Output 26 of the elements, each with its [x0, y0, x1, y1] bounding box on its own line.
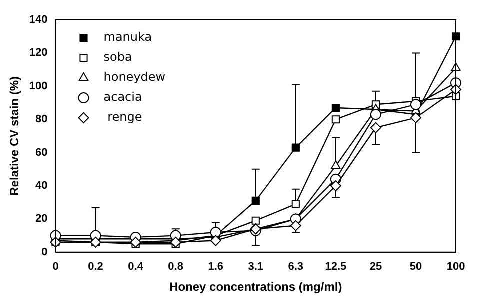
y-tick-label: 0	[42, 246, 48, 258]
x-tick-label: 50	[410, 261, 422, 274]
y-tick-label: 120	[29, 47, 48, 60]
x-tick-label: 3.1	[248, 261, 264, 274]
y-axis-title: Relative CV stain (%)	[8, 76, 22, 196]
x-tick-label: 12.5	[325, 261, 347, 274]
legend-label: acacia	[104, 90, 142, 104]
y-tick-label: 20	[36, 213, 48, 226]
x-tick-label: 1.6	[208, 261, 224, 274]
x-tick-label: 0.4	[128, 261, 144, 274]
y-tick-label: 80	[36, 114, 48, 126]
y-tick-label: 100	[29, 80, 48, 92]
x-tick-label: 25	[370, 261, 382, 274]
legend-label: honeydew	[104, 70, 166, 84]
y-tick-label: 140	[29, 14, 48, 26]
x-tick-label: 0.8	[168, 261, 184, 274]
x-axis-title: Honey concentrations (mg/ml)	[170, 280, 342, 294]
legend-label: manuka	[104, 30, 152, 44]
x-tick-label: 0.2	[88, 261, 104, 274]
legend-label: soba	[104, 50, 132, 64]
x-tick-label: 6.3	[288, 261, 304, 274]
y-tick-label: 60	[36, 146, 48, 159]
x-tick-label: 0	[52, 261, 59, 274]
legend-label: renge	[104, 110, 142, 124]
y-tick-label: 40	[36, 180, 48, 192]
x-tick-label: 100	[446, 261, 466, 274]
